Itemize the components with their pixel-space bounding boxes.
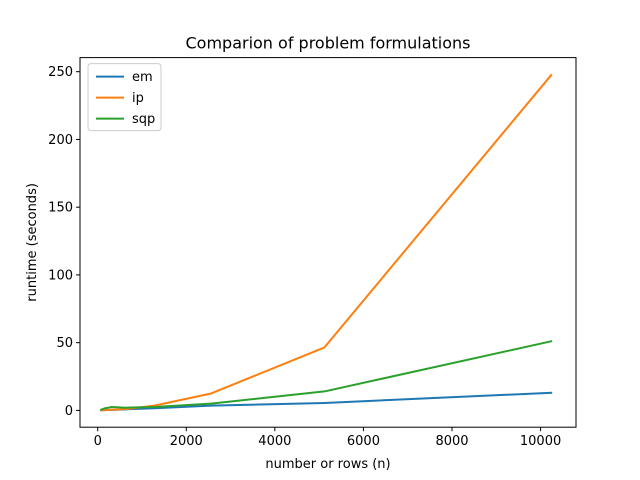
legend: em ip sqp bbox=[87, 63, 162, 132]
y-axis-label: runtime (seconds) bbox=[25, 183, 40, 302]
y-axis: 0 50 100 150 200 250 bbox=[48, 65, 80, 419]
x-tick-label: 2000 bbox=[170, 434, 203, 449]
legend-label-ip: ip bbox=[132, 91, 144, 106]
y-tick-label: 50 bbox=[56, 336, 73, 351]
x-axis: 0 2000 4000 6000 8000 10000 bbox=[94, 427, 561, 449]
y-tick-label: 150 bbox=[48, 201, 73, 216]
series-line-sqp bbox=[99, 340, 553, 412]
chart-title: Comparion of problem formulations bbox=[185, 34, 470, 53]
y-tick-label: 200 bbox=[48, 133, 73, 148]
x-tick-label: 8000 bbox=[435, 434, 468, 449]
legend-label-em: em bbox=[132, 70, 153, 85]
series-line-em bbox=[100, 391, 553, 412]
x-tick-label: 10000 bbox=[520, 434, 561, 449]
x-tick-label: 4000 bbox=[258, 434, 291, 449]
plot-frame bbox=[79, 57, 577, 428]
y-tick-label: 0 bbox=[65, 404, 73, 419]
plot-lines bbox=[99, 73, 553, 412]
x-tick-label: 6000 bbox=[347, 434, 380, 449]
y-tick-label: 250 bbox=[48, 65, 73, 80]
legend-label-sqp: sqp bbox=[132, 112, 155, 127]
x-tick-label: 0 bbox=[94, 434, 102, 449]
y-tick-label: 100 bbox=[48, 268, 73, 283]
series-line-ip bbox=[100, 73, 553, 412]
x-axis-label: number or rows (n) bbox=[265, 457, 390, 472]
legend-box bbox=[87, 63, 162, 132]
